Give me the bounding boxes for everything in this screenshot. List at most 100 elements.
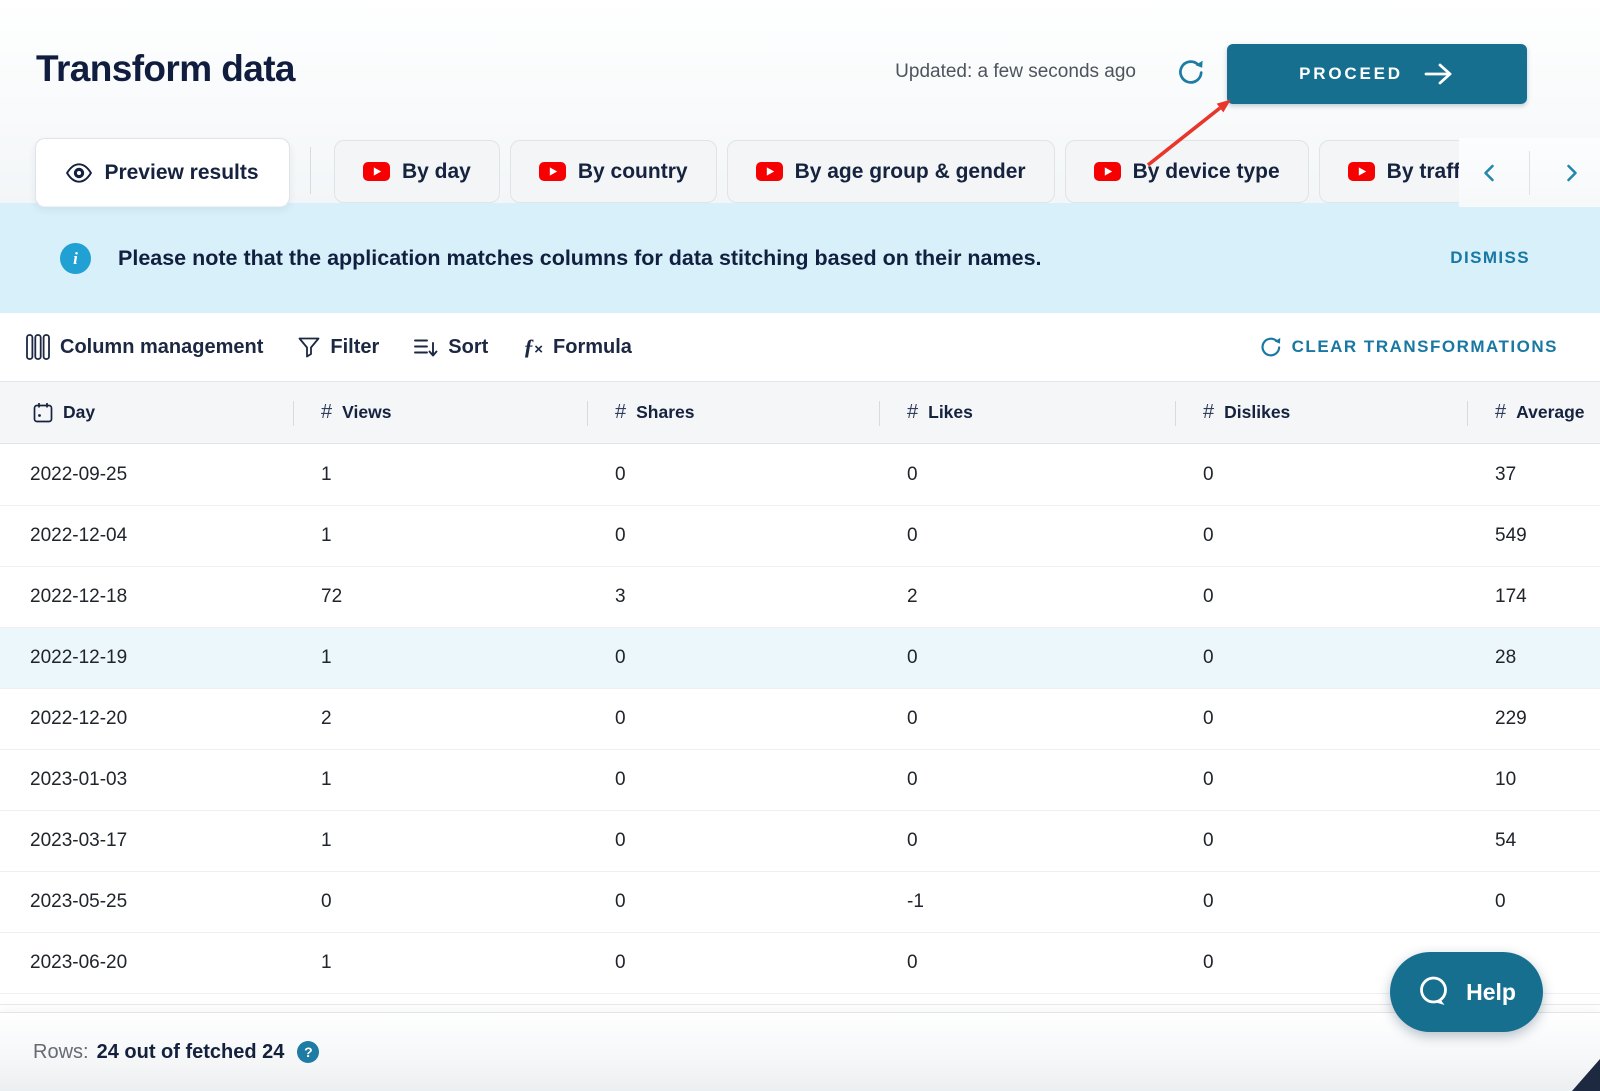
table-row[interactable]: 2023-06-20 1 0 0 0: [0, 933, 1600, 994]
dismiss-button[interactable]: DISMISS: [1450, 203, 1530, 313]
tab-youtube-report[interactable]: By device type: [1064, 140, 1309, 203]
tab-label: Preview results: [104, 160, 259, 184]
cell-likes: 2: [907, 586, 918, 607]
table-row[interactable]: 2022-09-25 1 0 0 0 37: [0, 445, 1600, 506]
cell-views: 1: [321, 525, 332, 546]
cell-dislikes: 0: [1203, 525, 1214, 546]
cell-day: 2022-12-20: [30, 708, 128, 729]
column-header-numeric[interactable]: # Views: [293, 382, 587, 443]
tab-youtube-report[interactable]: By traff: [1318, 140, 1465, 203]
cell-shares: 0: [615, 891, 626, 912]
table-row[interactable]: 2022-12-19 1 0 0 0 28: [0, 628, 1600, 689]
column-header-numeric[interactable]: # Shares: [587, 382, 879, 443]
tab-label: By country: [577, 159, 688, 183]
filter-icon: [298, 337, 320, 357]
columns-icon: [26, 334, 50, 360]
column-header-numeric[interactable]: # Likes: [879, 382, 1175, 443]
calendar-icon: [33, 403, 53, 423]
transform-toolbar: Column management Filter Sort ƒ× Formula…: [0, 313, 1600, 381]
cell-dislikes: 0: [1203, 586, 1214, 607]
chat-bubble-icon: [1420, 976, 1447, 1005]
cell-average: 10: [1495, 769, 1517, 790]
cell-dislikes: 0: [1203, 830, 1214, 851]
cell-shares: 0: [615, 769, 626, 790]
formula-label: Formula: [553, 335, 632, 358]
youtube-icon: [363, 162, 390, 181]
column-header-numeric[interactable]: # Dislikes: [1175, 382, 1467, 443]
formula-button[interactable]: ƒ× Formula: [523, 334, 632, 360]
page-title: Transform data: [36, 48, 296, 89]
cell-likes: 0: [907, 769, 918, 790]
column-header-label: Day: [63, 402, 96, 422]
youtube-icon: [755, 162, 783, 181]
table-row[interactable]: 2023-05-25 0 0 -1 0 0: [0, 872, 1600, 933]
banner-message: Please note that the application matches…: [118, 245, 1042, 270]
youtube-icon: [1093, 162, 1121, 181]
sort-icon: [414, 339, 438, 356]
cell-views: 0: [321, 891, 332, 912]
cell-likes: 0: [907, 708, 918, 729]
cell-average: 54: [1495, 830, 1517, 851]
tab-youtube-report[interactable]: By country: [509, 140, 717, 203]
cell-day: 2022-12-04: [30, 525, 128, 546]
table-row[interactable]: 2023-03-17 1 0 0 0 54: [0, 811, 1600, 872]
eye-icon: [66, 162, 93, 183]
cell-average: 37: [1495, 464, 1517, 485]
cell-views: 1: [321, 830, 332, 851]
hash-icon: #: [321, 401, 333, 423]
column-management-button[interactable]: Column management: [26, 334, 263, 360]
cursor-corner-shape: [1572, 1059, 1600, 1091]
cell-shares: 0: [615, 647, 626, 668]
cell-day: 2023-05-25: [30, 891, 128, 912]
table-row[interactable]: 2022-12-20 2 0 0 0 229: [0, 689, 1600, 750]
rows-count-value: 24 out of fetched 24: [96, 1040, 285, 1063]
report-tabs: Preview results By day By country: [0, 138, 1600, 207]
column-header-numeric[interactable]: # Average: [1467, 382, 1600, 443]
cell-average: 28: [1495, 647, 1517, 668]
cell-day: 2023-06-20: [30, 952, 128, 973]
cell-dislikes: 0: [1203, 708, 1214, 729]
tab-divider: [310, 147, 311, 194]
cell-day: 2022-12-18: [30, 586, 128, 607]
column-header-label: Likes: [928, 402, 973, 422]
table-row[interactable]: 2022-12-04 1 0 0 0 549: [0, 506, 1600, 567]
column-management-label: Column management: [60, 335, 264, 358]
sort-button[interactable]: Sort: [414, 336, 488, 359]
table-row[interactable]: 2023-01-03 1 0 0 0 10: [0, 750, 1600, 811]
cell-dislikes: 0: [1203, 891, 1214, 912]
tab-youtube-report[interactable]: By day: [334, 140, 500, 203]
youtube-icon: [1347, 162, 1375, 181]
info-banner: i Please note that the application match…: [0, 203, 1600, 313]
cell-average: 0: [1495, 891, 1506, 912]
tab-label: By traff: [1386, 159, 1461, 183]
refresh-icon[interactable]: [1176, 57, 1206, 87]
column-header-label: Views: [342, 402, 392, 422]
cell-likes: 0: [907, 952, 918, 973]
cell-day: 2022-12-19: [30, 647, 128, 668]
hash-icon: #: [1495, 401, 1507, 423]
chevron-right-icon: [1567, 164, 1577, 181]
tab-youtube-report[interactable]: By age group & gender: [726, 140, 1055, 203]
table-bottom-divider: [0, 1004, 1600, 1005]
tab-preview-results[interactable]: Preview results: [35, 138, 290, 207]
cell-average: 229: [1495, 708, 1527, 729]
cell-dislikes: 0: [1203, 769, 1214, 790]
column-header-label: Average: [1516, 402, 1585, 422]
cell-views: 1: [321, 952, 332, 973]
clear-transformations-label: CLEAR TRANSFORMATIONS: [1291, 337, 1558, 356]
column-header-day[interactable]: Day: [0, 382, 293, 443]
cell-likes: 0: [907, 464, 918, 485]
table-row[interactable]: 2022-12-18 72 3 2 0 174: [0, 567, 1600, 628]
cell-shares: 0: [615, 464, 626, 485]
filter-button[interactable]: Filter: [298, 336, 379, 359]
cell-dislikes: 0: [1203, 464, 1214, 485]
hash-icon: #: [1203, 401, 1215, 423]
help-question-icon[interactable]: ?: [297, 1041, 320, 1063]
table-header: Day # Views # Shares # Likes # Dislikes …: [0, 381, 1600, 444]
tabs-scroll-left-button[interactable]: [1473, 156, 1507, 190]
proceed-button[interactable]: PROCEED: [1227, 44, 1527, 104]
clear-transformations-button[interactable]: CLEAR TRANSFORMATIONS: [1259, 313, 1558, 381]
help-button[interactable]: Help: [1390, 952, 1543, 1032]
cell-dislikes: 0: [1203, 647, 1214, 668]
tabs-scroll-right-button[interactable]: [1554, 156, 1588, 190]
